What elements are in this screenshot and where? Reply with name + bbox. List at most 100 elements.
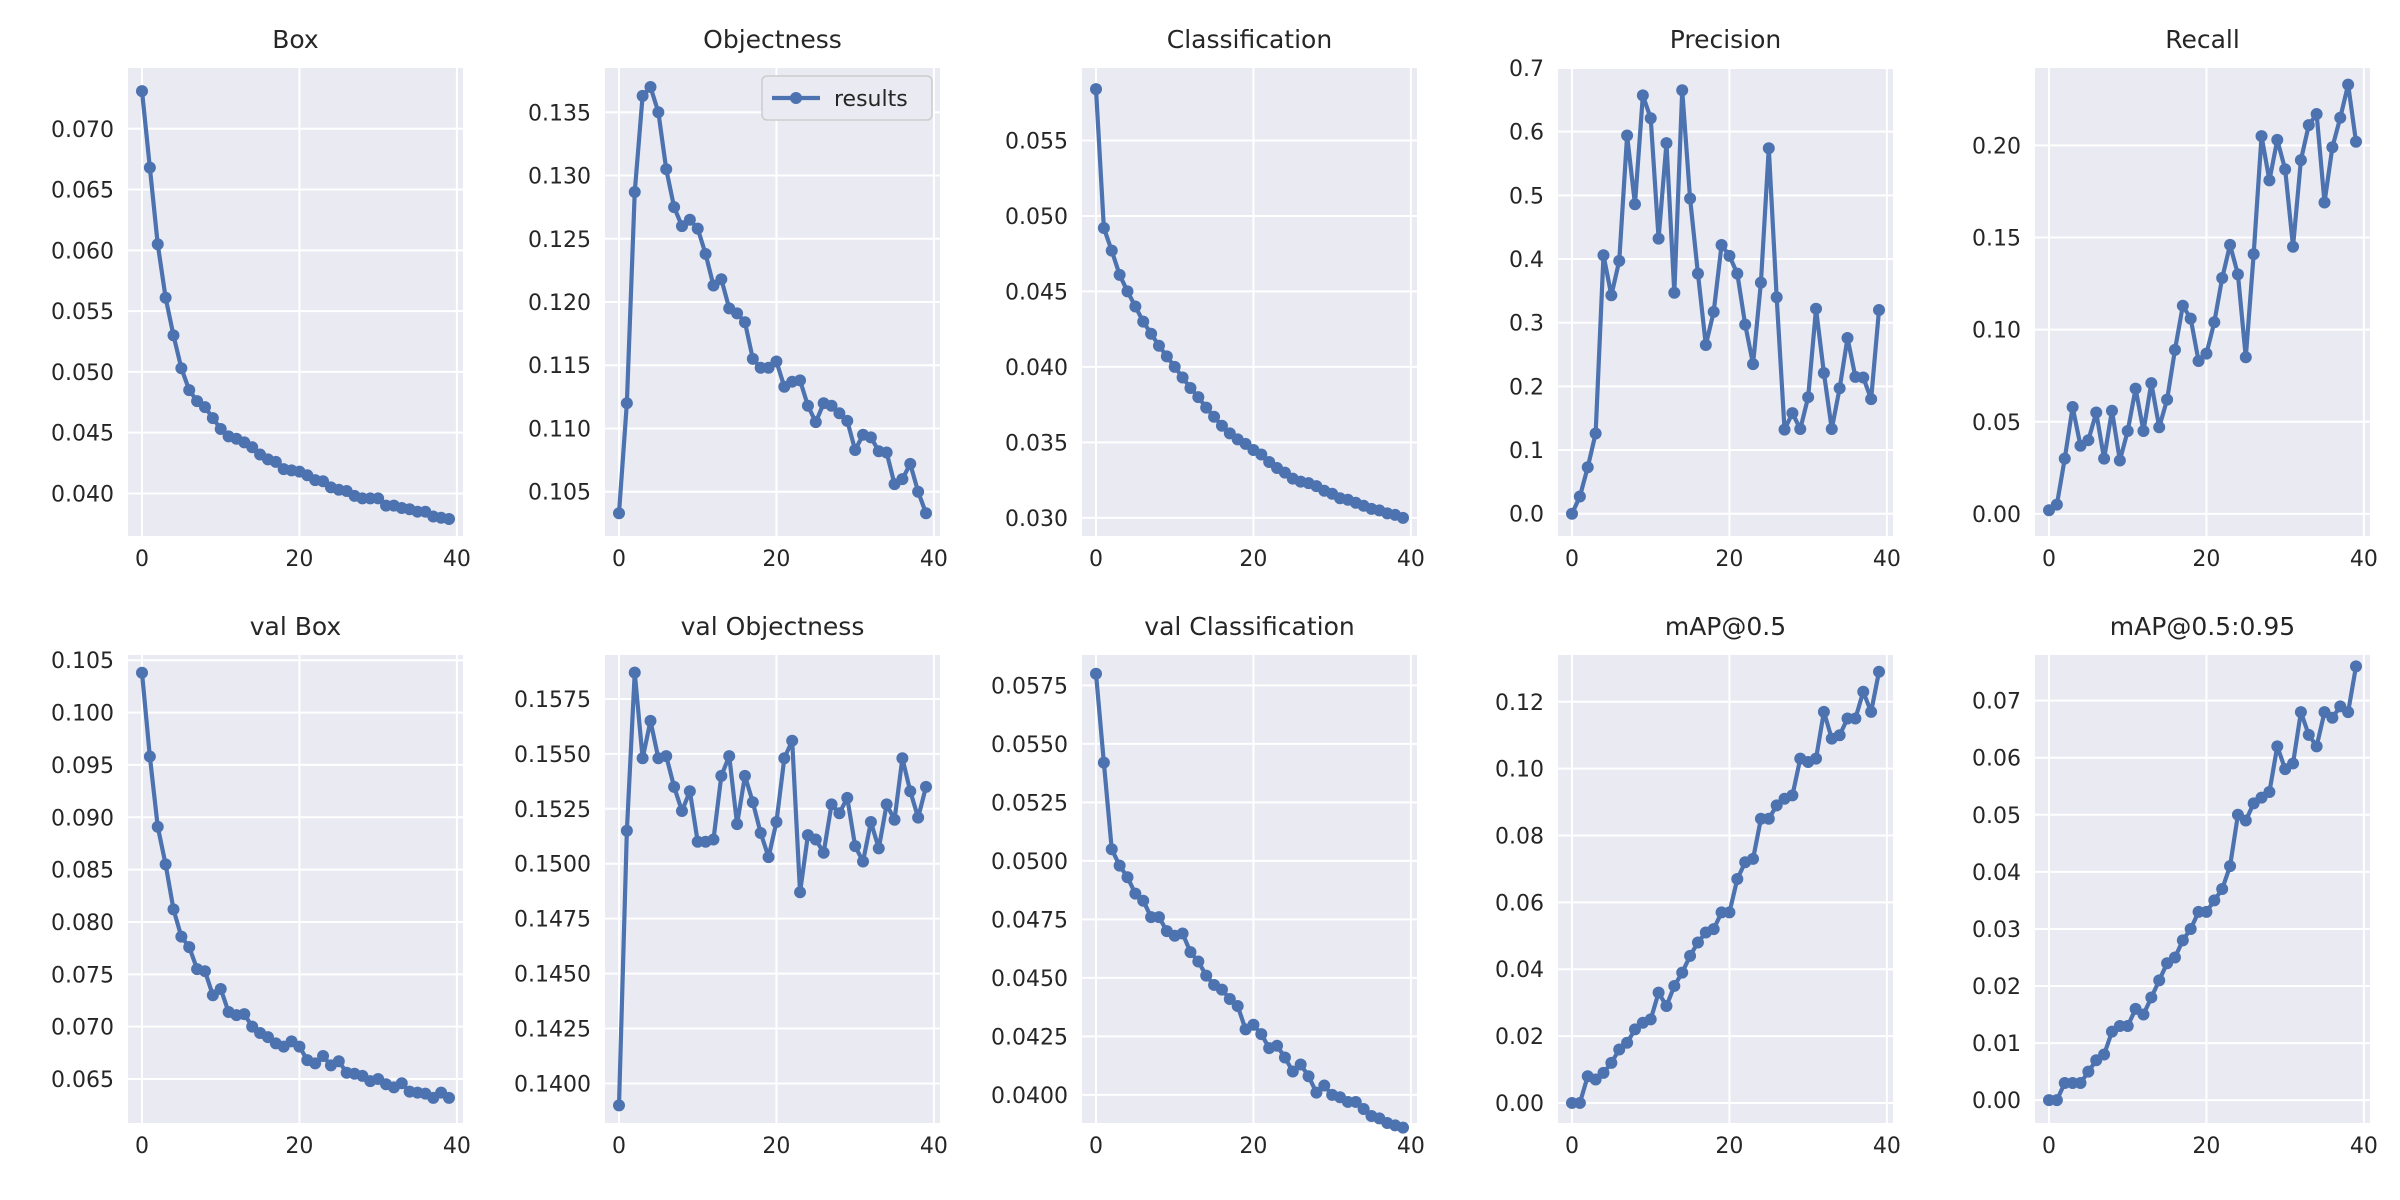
recall-data-point [2066, 401, 2079, 414]
val-classification-x-tick-label: 20 [1239, 1134, 1267, 1159]
precision-data-point [1636, 89, 1649, 102]
val-box-data-point [214, 982, 227, 995]
objectness-data-point [833, 407, 846, 420]
map-0-5-data-point [1660, 1000, 1673, 1012]
map-0-5-x-tick-label: 20 [1715, 1134, 1743, 1159]
precision-x-tick-label: 20 [1715, 547, 1743, 572]
objectness-x-tick-label: 0 [612, 547, 626, 572]
box-y-tick-label: 0.055 [51, 300, 114, 325]
val-classification-y-tick-label: 0.0400 [991, 1084, 1068, 1109]
precision-data-point [1723, 249, 1736, 262]
map-0-5-data-point [1676, 966, 1689, 979]
recall-data-point [2302, 119, 2315, 132]
box-data-point [143, 161, 156, 174]
val-box-y-tick-label: 0.065 [51, 1068, 114, 1093]
val-objectness-x-tick-label: 0 [612, 1134, 626, 1159]
recall-data-point [2247, 248, 2260, 261]
val-classification-data-point [1097, 756, 1110, 769]
map-0-5-data-point [1786, 789, 1799, 802]
classification-data-point [1160, 350, 1173, 363]
recall-data-point [2231, 268, 2244, 281]
precision-data-point [1605, 289, 1618, 302]
map-0-5-0-95-data-point [2302, 728, 2315, 741]
map-0-5-data-point [1652, 986, 1665, 999]
val-classification-data-point [1231, 1000, 1244, 1012]
recall-data-point [2184, 312, 2197, 325]
classification-data-point [1097, 222, 1110, 235]
map-0-5-y-tick-label: 0.08 [1495, 825, 1544, 850]
map-0-5-0-95-title: mAP@0.5:0.95 [2110, 612, 2295, 641]
map-0-5-data-point [1589, 1073, 1602, 1086]
box-y-tick-label: 0.065 [51, 179, 114, 204]
classification-data-point [1184, 382, 1197, 395]
val-objectness-data-point [770, 815, 783, 828]
val-box-data-point [143, 750, 156, 763]
val-classification-data-point [1129, 887, 1142, 900]
val-objectness-y-tick-label: 0.1400 [514, 1072, 591, 1097]
map-0-5-data-point [1597, 1066, 1610, 1079]
objectness-legend-marker [790, 92, 802, 104]
classification-panel: 0 20 40 0.030 0.035 0.040 0.045 0.050 0.055 Class… [1005, 25, 1425, 572]
objectness-legend-label: results [834, 87, 908, 112]
map-0-5-0-95-y-tick-label: 0.04 [1972, 861, 2021, 886]
precision-data-point [1825, 423, 1838, 436]
objectness-legend: results [761, 75, 933, 121]
val-objectness-y-tick-label: 0.1500 [514, 853, 591, 878]
precision-title: Precision [1670, 25, 1782, 54]
classification-x-tick-label: 0 [1089, 547, 1103, 572]
val-classification-data-point [1294, 1058, 1307, 1071]
map-0-5-0-95-data-point [2271, 740, 2284, 753]
val-objectness-x-tick-label: 20 [762, 1134, 790, 1159]
precision-data-point [1621, 129, 1634, 142]
val-box-data-point [332, 1055, 345, 1068]
precision-x-tick-label: 0 [1565, 547, 1579, 572]
val-classification-data-point [1152, 911, 1165, 924]
recall-data-point [2058, 452, 2071, 465]
recall-data-point [2153, 421, 2166, 434]
val-classification-y-tick-label: 0.0525 [991, 791, 1068, 816]
objectness-y-tick-label: 0.120 [528, 291, 591, 316]
objectness-data-point [715, 273, 728, 286]
map-0-5-0-95-x-tick-label: 0 [2042, 1134, 2056, 1159]
val-classification-data-point [1349, 1095, 1362, 1108]
precision-data-point [1573, 490, 1586, 503]
objectness-x-tick-label: 20 [762, 547, 790, 572]
map-0-5-data-point [1873, 665, 1885, 678]
precision-data-point [1833, 382, 1846, 395]
classification-x-tick-label: 40 [1397, 547, 1425, 572]
recall-data-point [2294, 154, 2307, 167]
recall-y-tick-label: 0.05 [1972, 411, 2021, 436]
val-objectness-panel: 0 20 40 0.1400 0.1425 0.1450 0.1475 0.1500 0.152… [514, 612, 948, 1159]
recall-y-tick-label: 0.00 [1972, 503, 2021, 528]
val-box-y-tick-label: 0.070 [51, 1016, 114, 1041]
map-0-5-0-95-data-point [2168, 951, 2181, 964]
val-classification-data-point [1184, 946, 1197, 959]
map-0-5-0-95-y-tick-label: 0.03 [1972, 918, 2021, 943]
box-y-tick-label: 0.045 [51, 422, 114, 447]
precision-y-tick-label: 0.4 [1509, 248, 1544, 273]
objectness-data-point [746, 352, 759, 365]
objectness-y-tick-label: 0.135 [528, 101, 591, 126]
val-objectness-data-point [620, 824, 633, 837]
precision-data-point [1754, 276, 1767, 289]
val-classification-data-point [1121, 871, 1134, 884]
val-objectness-data-point [778, 752, 791, 765]
val-objectness-data-point [754, 826, 767, 839]
box-data-point [206, 412, 219, 425]
precision-data-point [1644, 112, 1657, 125]
recall-x-tick-label: 40 [2350, 547, 2378, 572]
classification-y-tick-label: 0.050 [1005, 205, 1068, 230]
precision-data-point [1770, 291, 1783, 304]
precision-data-point [1581, 461, 1594, 474]
precision-data-point [1699, 338, 1712, 351]
val-objectness-data-point [857, 855, 870, 868]
map-0-5-data-point [1731, 872, 1744, 885]
map-0-5-0-95-y-tick-label: 0.00 [1972, 1089, 2021, 1114]
precision-data-point [1794, 423, 1807, 436]
recall-data-point [2239, 351, 2252, 364]
map-0-5-0-95-data-point [2098, 1048, 2111, 1061]
map-0-5-data-point [1644, 1013, 1657, 1026]
classification-data-point [1192, 391, 1205, 404]
val-objectness-data-point [715, 769, 728, 782]
map-0-5-data-point [1668, 979, 1681, 992]
